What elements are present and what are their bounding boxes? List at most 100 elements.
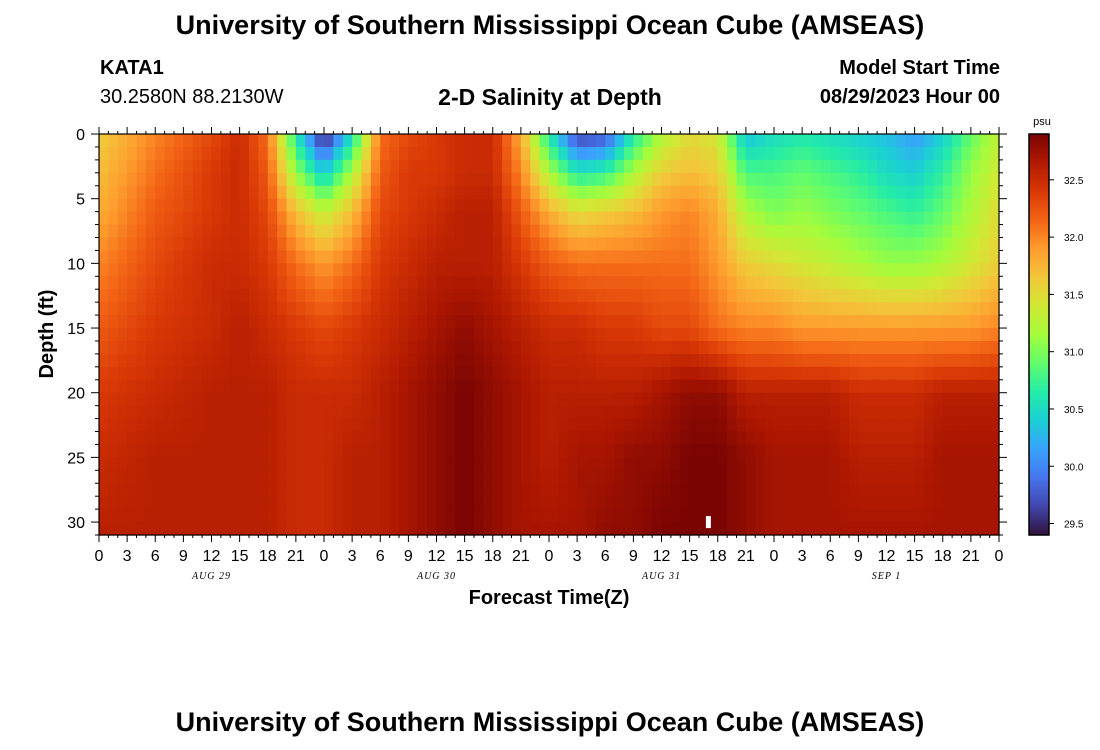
heatmap-cell xyxy=(333,237,344,252)
heatmap-cell xyxy=(417,250,428,264)
heatmap-cell xyxy=(549,366,559,381)
heatmap-cell xyxy=(886,159,897,174)
heatmap-cell xyxy=(830,340,841,355)
heatmap-cell xyxy=(258,405,269,420)
heatmap-cell xyxy=(905,224,916,239)
heatmap-cell xyxy=(605,392,616,407)
heatmap-cell xyxy=(605,366,616,381)
heatmap-cell xyxy=(324,431,334,446)
heatmap-cell xyxy=(164,340,175,355)
heatmap-cell xyxy=(145,457,156,471)
heatmap-cell xyxy=(314,289,325,303)
heatmap-cell xyxy=(652,470,663,484)
heatmap-cell xyxy=(417,211,428,226)
heatmap-cell xyxy=(361,289,372,303)
heatmap-cell xyxy=(689,392,700,407)
heatmap-cell xyxy=(249,392,259,407)
heatmap-cell xyxy=(136,509,147,523)
heatmap-cell xyxy=(249,302,259,316)
heatmap-cell xyxy=(595,237,606,252)
heatmap-cell xyxy=(774,444,784,458)
heatmap-cell xyxy=(924,457,934,471)
y-tick-label: 0 xyxy=(76,127,85,144)
heatmap-cell xyxy=(267,483,278,497)
x-tick-label: 3 xyxy=(798,548,807,565)
heatmap-cell xyxy=(408,289,419,303)
heatmap-cell xyxy=(474,379,484,394)
heatmap-cell xyxy=(445,392,456,407)
heatmap-cell xyxy=(239,483,250,497)
heatmap-cell xyxy=(577,250,588,264)
heatmap-cell xyxy=(774,340,784,355)
heatmap-cell xyxy=(624,134,634,148)
heatmap-cell xyxy=(267,250,278,264)
heatmap-cell xyxy=(820,263,831,277)
heatmap-cell xyxy=(886,405,897,420)
heatmap-cell xyxy=(352,315,363,329)
heatmap-cell xyxy=(277,289,288,303)
x-tick-label: 12 xyxy=(428,548,446,565)
heatmap-cell xyxy=(464,159,475,174)
heatmap-cell xyxy=(774,522,784,536)
heatmap-cell xyxy=(970,431,981,446)
heatmap-cell xyxy=(408,211,419,226)
heatmap-cell xyxy=(970,198,981,213)
heatmap-cell xyxy=(164,211,175,226)
heatmap-cell xyxy=(258,289,269,303)
heatmap-cell xyxy=(595,522,606,536)
heatmap-cell xyxy=(802,289,813,303)
heatmap-cell xyxy=(708,509,719,523)
heatmap-cell xyxy=(727,353,738,368)
heatmap-cell xyxy=(305,211,316,226)
heatmap-cell xyxy=(249,353,259,368)
heatmap-cell xyxy=(333,146,344,161)
heatmap-cell xyxy=(867,211,878,226)
heatmap-cell xyxy=(989,366,1000,381)
heatmap-cell xyxy=(324,198,334,213)
heatmap-cell xyxy=(736,353,747,368)
heatmap-cell xyxy=(408,457,419,471)
heatmap-cell xyxy=(174,522,184,536)
heatmap-cell xyxy=(530,405,541,420)
heatmap-cell xyxy=(117,276,128,290)
heatmap-cell xyxy=(577,431,588,446)
heatmap-cell xyxy=(370,392,381,407)
heatmap-cell xyxy=(427,496,438,510)
heatmap-cell xyxy=(549,457,559,471)
heatmap-cell xyxy=(520,483,531,497)
heatmap-cell xyxy=(633,522,644,536)
heatmap-cell xyxy=(858,366,869,381)
heatmap-cell xyxy=(408,250,419,264)
heatmap-cell xyxy=(239,224,250,239)
heatmap-cell xyxy=(717,405,728,420)
heatmap-cell xyxy=(595,250,606,264)
heatmap-cell xyxy=(558,250,569,264)
heatmap-cell xyxy=(549,224,559,239)
heatmap-cell xyxy=(474,289,484,303)
heatmap-cell xyxy=(324,379,334,394)
heatmap-cell xyxy=(652,159,663,174)
heatmap-cell xyxy=(342,185,353,200)
heatmap-cell xyxy=(792,289,803,303)
heatmap-cell xyxy=(295,328,306,342)
heatmap-cell xyxy=(830,185,841,200)
heatmap-cell xyxy=(680,134,691,148)
heatmap-cell xyxy=(727,470,738,484)
heatmap-cell xyxy=(342,418,353,433)
x-tick-label: 21 xyxy=(512,548,530,565)
heatmap-cell xyxy=(642,353,653,368)
heatmap-cell xyxy=(464,392,475,407)
heatmap-cell xyxy=(286,340,297,355)
heatmap-cell xyxy=(342,444,353,458)
heatmap-cell xyxy=(145,444,156,458)
heatmap-cell xyxy=(914,509,925,523)
heatmap-cell xyxy=(764,496,775,510)
heatmap-cell xyxy=(174,263,184,277)
heatmap-cell xyxy=(680,470,691,484)
heatmap-cell xyxy=(670,496,681,510)
heatmap-cell xyxy=(492,263,503,277)
heatmap-cell xyxy=(736,237,747,252)
heatmap-cell xyxy=(867,431,878,446)
heatmap-cell xyxy=(905,302,916,316)
heatmap-cell xyxy=(127,431,138,446)
